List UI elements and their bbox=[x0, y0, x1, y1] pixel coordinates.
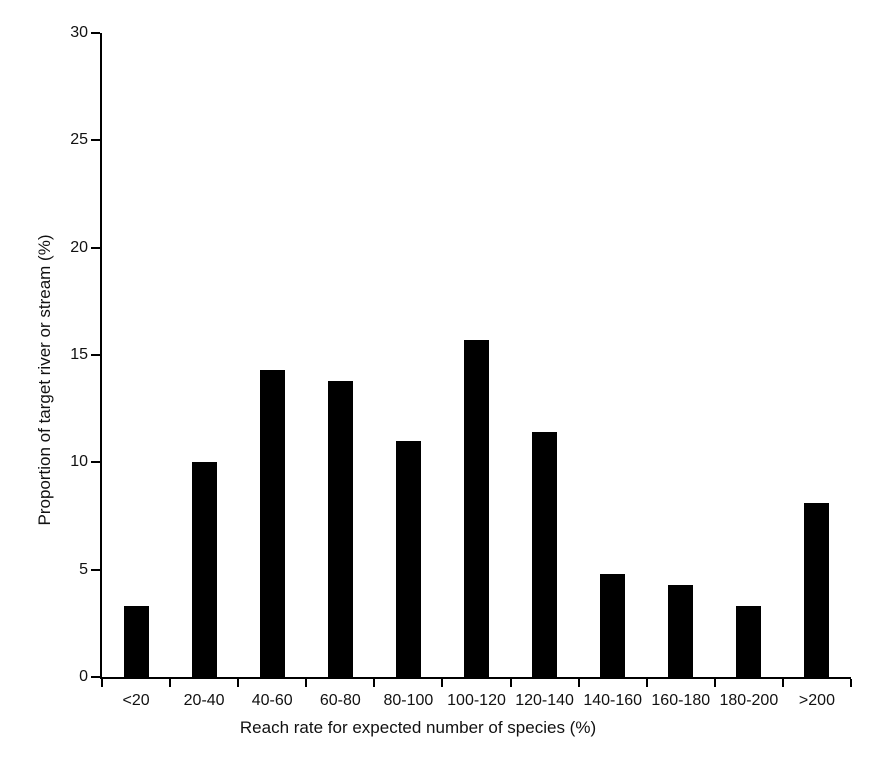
bar-60-80 bbox=[327, 380, 353, 677]
plot-area: 0 5 10 15 20 25 30 <20 20-40 40-60 60-80 80-100 100-… bbox=[70, 24, 852, 709]
y-tick-mark bbox=[91, 32, 100, 34]
bar-140-160 bbox=[600, 573, 626, 677]
x-tick-label: 120-140 bbox=[515, 692, 574, 709]
bar-80-100 bbox=[395, 440, 421, 677]
x-tick-label: 160-180 bbox=[651, 692, 711, 709]
bar-100-120 bbox=[464, 339, 489, 677]
bar-160-180 bbox=[668, 584, 694, 677]
bar-180-200 bbox=[736, 606, 762, 677]
bar-<20 bbox=[123, 606, 149, 677]
x-tick-label: 100-120 bbox=[447, 692, 506, 709]
x-tick-mark bbox=[237, 679, 240, 687]
x-tick-label: <20 bbox=[122, 692, 150, 709]
bar-20-40 bbox=[191, 462, 217, 677]
x-tick-label: 40-60 bbox=[251, 692, 293, 709]
x-tick-mark bbox=[441, 679, 444, 687]
x-tick-mark bbox=[850, 679, 852, 687]
y-tick-mark bbox=[91, 676, 100, 678]
y-tick-label: 0 bbox=[79, 668, 88, 685]
y-tick-mark bbox=[91, 246, 100, 249]
x-tick-label: >200 bbox=[798, 692, 835, 709]
x-tick-mark bbox=[373, 679, 376, 687]
x-tick-mark bbox=[577, 679, 580, 687]
y-tick-mark bbox=[91, 139, 100, 142]
y-tick-mark bbox=[91, 354, 100, 356]
x-tick-mark bbox=[645, 679, 648, 687]
y-tick-label: 15 bbox=[70, 346, 88, 363]
x-tick-label: 80-100 bbox=[383, 692, 434, 709]
x-tick-mark bbox=[781, 679, 784, 687]
x-tick-mark bbox=[101, 679, 103, 687]
bar->200 bbox=[804, 503, 830, 677]
x-tick-mark bbox=[169, 679, 172, 687]
y-tick-label: 25 bbox=[70, 131, 88, 149]
y-tick-label: 5 bbox=[79, 560, 88, 578]
x-tick-label: 60-80 bbox=[319, 692, 361, 709]
y-tick-mark bbox=[91, 568, 100, 571]
y-tick-label: 10 bbox=[70, 453, 88, 471]
x-tick-label: 180-200 bbox=[719, 692, 779, 709]
x-tick-label: 140-160 bbox=[583, 692, 643, 709]
x-axis-title: Reach rate for expected number of specie… bbox=[239, 718, 597, 737]
x-tick-mark bbox=[713, 679, 716, 687]
x-tick-label: 20-40 bbox=[183, 692, 225, 709]
x-tick-mark bbox=[305, 679, 308, 687]
y-tick-mark bbox=[91, 461, 100, 464]
y-tick-label: 20 bbox=[70, 238, 88, 256]
y-axis-title: Proportion of target river or stream (%) bbox=[35, 234, 54, 526]
x-tick-mark bbox=[509, 679, 512, 687]
bar-120-140 bbox=[532, 432, 558, 677]
y-tick-label: 30 bbox=[70, 24, 88, 41]
bar-40-60 bbox=[259, 370, 285, 677]
